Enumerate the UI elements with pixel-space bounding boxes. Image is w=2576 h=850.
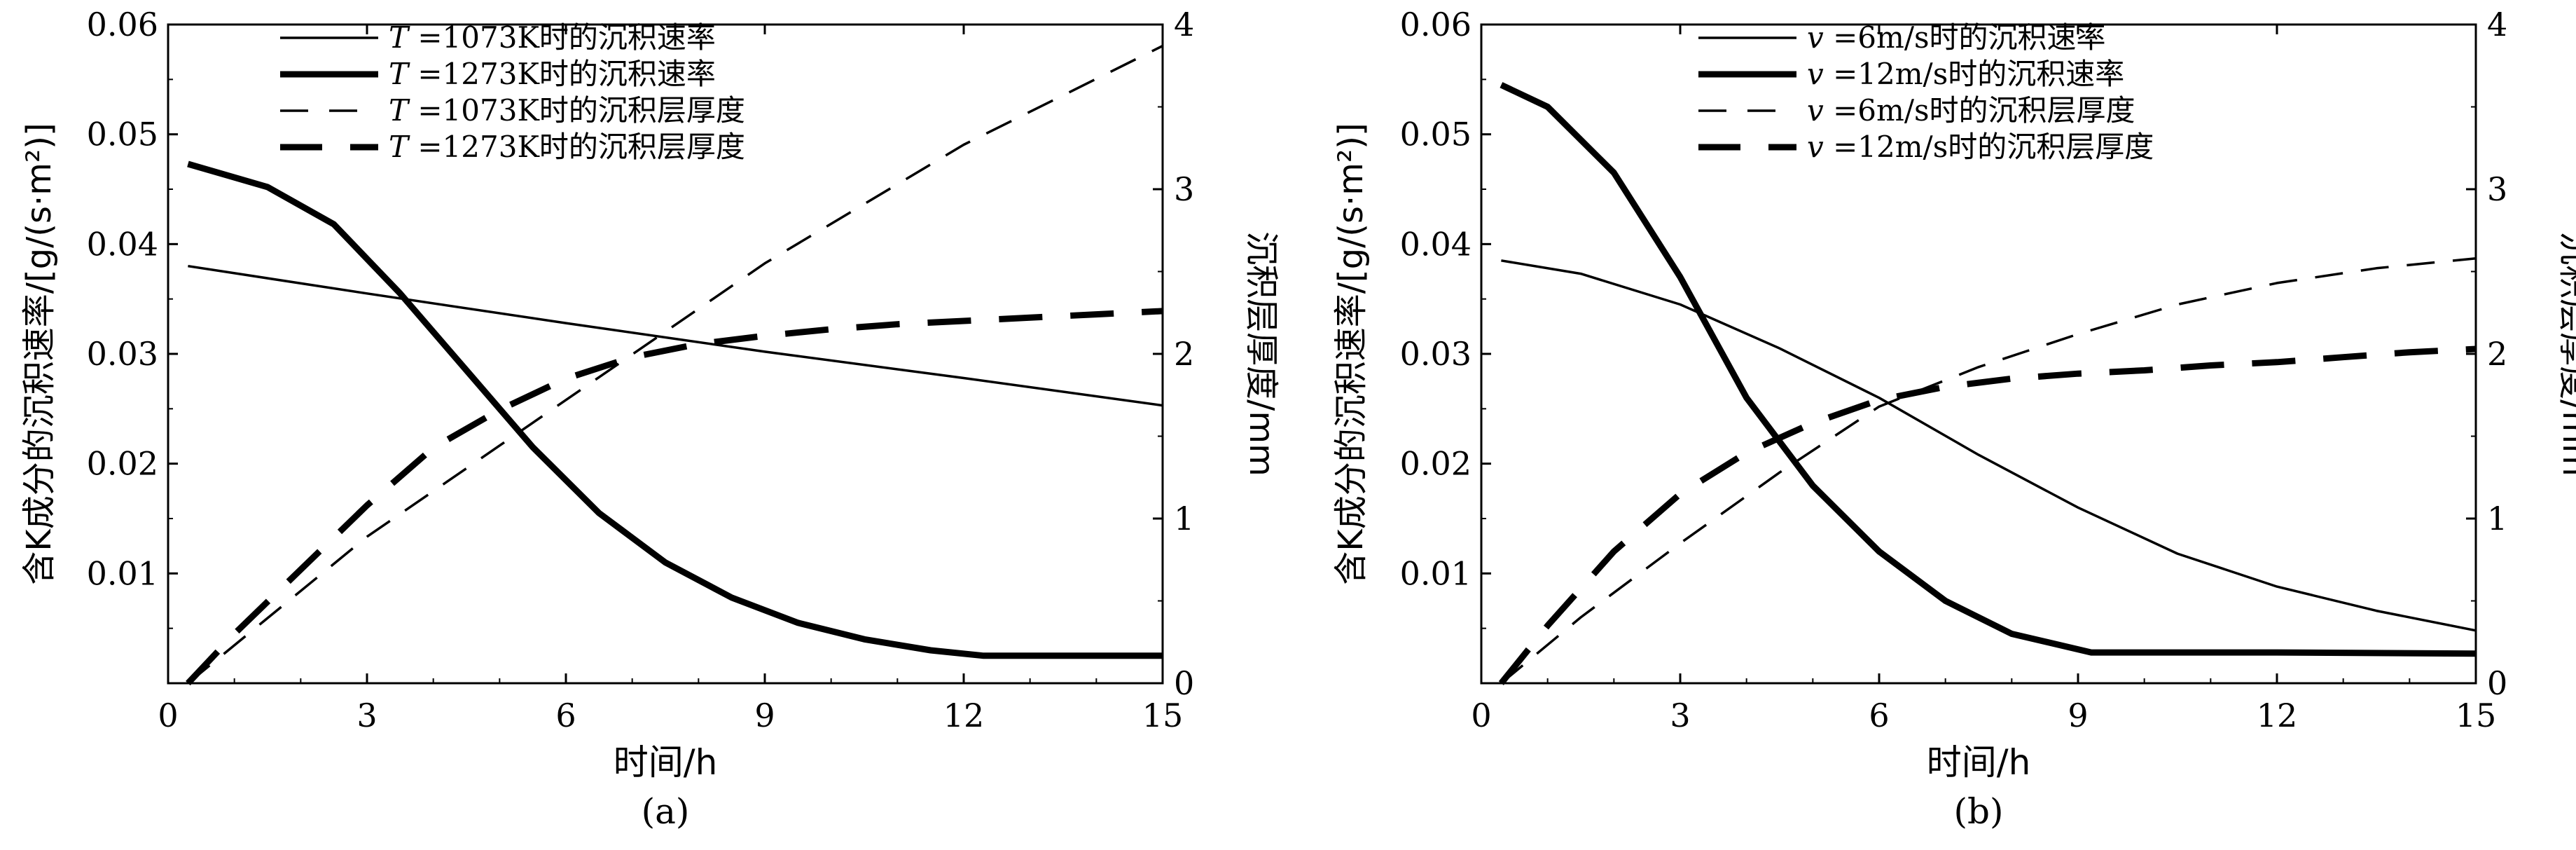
y-left-tick-label: 0.03 bbox=[1400, 335, 1471, 373]
x-tick-label: 3 bbox=[356, 697, 377, 734]
y-left-tick-label: 0.03 bbox=[87, 335, 158, 373]
y-left-axis-label: 含K成分的沉积速率/[g/(s·m²)] bbox=[1331, 123, 1371, 584]
x-tick-label: 15 bbox=[1142, 697, 1184, 734]
legend-var: v bbox=[1807, 57, 1824, 91]
x-tick-label: 9 bbox=[2068, 697, 2088, 734]
legend-var: T bbox=[389, 57, 410, 91]
y-left-tick-label: 0.04 bbox=[1400, 225, 1471, 263]
y-right-tick-label: 4 bbox=[2487, 6, 2507, 43]
legend-var: v bbox=[1807, 130, 1824, 164]
series-line-1 bbox=[188, 264, 1163, 407]
y-left-tick-label: 0.02 bbox=[1400, 445, 1471, 483]
legend-text: =12m/s时的沉积层厚度 bbox=[1824, 130, 2154, 164]
legend-text: =1273K时的沉积层厚度 bbox=[408, 130, 745, 164]
y-left-tick-label: 0.04 bbox=[87, 225, 158, 263]
panel-label: (a) bbox=[642, 791, 690, 832]
legend-text: =1273K时的沉积速率 bbox=[408, 57, 716, 91]
series-line-3 bbox=[1500, 256, 2477, 685]
y-left-tick-label: 0.05 bbox=[87, 116, 158, 153]
y-left-tick-label: 0.05 bbox=[1400, 116, 1471, 153]
series-line-2 bbox=[1500, 82, 2477, 657]
y-left-tick-label: 0.01 bbox=[1400, 554, 1471, 592]
y-right-axis-label: 沉积层厚度/mm bbox=[2555, 231, 2576, 477]
y-left-tick-label: 0.06 bbox=[87, 6, 158, 43]
legend-entry-1: T =1073K时的沉积速率 bbox=[389, 20, 716, 55]
y-right-tick-label: 4 bbox=[1174, 6, 1194, 43]
y-right-tick-label: 1 bbox=[2487, 500, 2507, 537]
y-left-tick-label: 0.02 bbox=[87, 445, 158, 483]
series-line-2 bbox=[187, 160, 1163, 659]
y-right-tick-label: 1 bbox=[1174, 500, 1194, 537]
y-right-tick-label: 3 bbox=[2487, 170, 2507, 208]
y-right-axis-label: 沉积层厚度/mm bbox=[1242, 231, 1281, 477]
legend-var: T bbox=[389, 93, 410, 128]
legend-entry-3: v =6m/s时的沉积层厚度 bbox=[1807, 93, 2135, 128]
legend-text: =12m/s时的沉积速率 bbox=[1824, 57, 2125, 91]
series-line-1 bbox=[1501, 259, 2477, 632]
x-tick-label: 3 bbox=[1670, 697, 1690, 734]
series-line-3 bbox=[187, 44, 1163, 685]
x-axis-label: 时间/h bbox=[1927, 742, 2031, 783]
y-left-axis-label: 含K成分的沉积速率/[g/(s·m²)] bbox=[20, 123, 59, 584]
x-tick-label: 15 bbox=[2456, 697, 2497, 734]
legend-var: T bbox=[389, 20, 410, 55]
legend-entry-3: T =1073K时的沉积层厚度 bbox=[389, 93, 745, 128]
legend-entry-4: T =1273K时的沉积层厚度 bbox=[389, 130, 745, 164]
x-tick-label: 0 bbox=[1471, 697, 1491, 734]
y-right-tick-label: 3 bbox=[1174, 170, 1194, 208]
y-right-tick-label: 0 bbox=[2487, 664, 2507, 702]
legend-var: v bbox=[1807, 93, 1824, 128]
legend-text: =1073K时的沉积层厚度 bbox=[408, 93, 745, 128]
x-tick-label: 12 bbox=[2257, 697, 2298, 734]
legend-entry-4: v =12m/s时的沉积层厚度 bbox=[1807, 130, 2154, 164]
legend-text: =6m/s时的沉积速率 bbox=[1824, 20, 2106, 55]
y-left-tick-label: 0.06 bbox=[1400, 6, 1471, 43]
y-right-tick-label: 0 bbox=[1174, 664, 1194, 702]
legend-var: T bbox=[389, 130, 410, 164]
legend-entry-1: v =6m/s时的沉积速率 bbox=[1807, 20, 2106, 55]
x-tick-label: 6 bbox=[1869, 697, 1889, 734]
series-line-4 bbox=[1498, 345, 2477, 685]
legend-text: =6m/s时的沉积层厚度 bbox=[1824, 93, 2135, 128]
y-right-tick-label: 2 bbox=[2487, 335, 2507, 373]
legend-var: v bbox=[1807, 20, 1824, 55]
y-right-tick-label: 2 bbox=[1174, 335, 1194, 373]
legend-entry-2: T =1273K时的沉积速率 bbox=[389, 57, 716, 91]
x-tick-label: 12 bbox=[943, 697, 985, 734]
y-left-tick-label: 0.01 bbox=[87, 554, 158, 592]
series-line-4 bbox=[186, 308, 1163, 686]
x-tick-label: 9 bbox=[754, 697, 775, 734]
legend-entry-2: v =12m/s时的沉积速率 bbox=[1807, 57, 2124, 91]
x-tick-label: 0 bbox=[158, 697, 178, 734]
legend-text: =1073K时的沉积速率 bbox=[408, 20, 716, 55]
x-axis-label: 时间/h bbox=[614, 742, 718, 783]
panel-label: (b) bbox=[1953, 791, 2003, 832]
x-tick-label: 6 bbox=[555, 697, 576, 734]
